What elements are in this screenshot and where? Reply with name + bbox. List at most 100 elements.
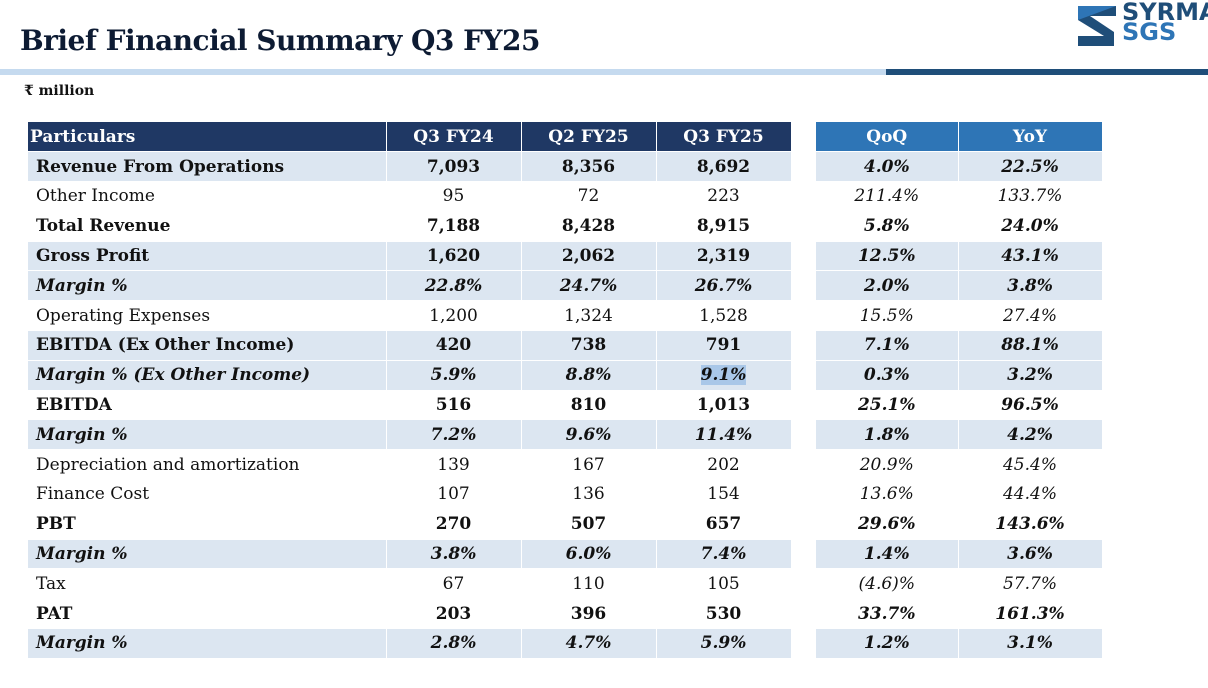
table-row: EBITDA (Ex Other Income) 420 738 791 — [28, 330, 792, 361]
yoy-cell: 22.5% — [958, 151, 1103, 183]
title-rule-light — [0, 69, 886, 75]
value-cell: 9.1% — [656, 360, 792, 391]
value-cell: 8,356 — [521, 151, 657, 183]
value-cell: 7.2% — [386, 419, 522, 451]
table-header-row: Particulars Q3 FY24 Q2 FY25 Q3 FY25 — [28, 122, 792, 153]
row-label: Margin % — [28, 628, 387, 659]
growth-row: (4.6)% 57.7% — [816, 568, 1103, 600]
value-cell: 396 — [521, 598, 657, 630]
growth-row: 7.1% 88.1% — [816, 330, 1103, 361]
value-cell: 7,093 — [386, 151, 522, 183]
value-cell: 105 — [656, 568, 792, 600]
value-cell: 223 — [656, 181, 792, 212]
row-label: Tax — [28, 568, 387, 600]
value-cell: 420 — [386, 330, 522, 361]
yoy-cell: 96.5% — [958, 390, 1103, 421]
growth-row: 12.5% 43.1% — [816, 241, 1103, 272]
table-row: Operating Expenses 1,200 1,324 1,528 — [28, 300, 792, 332]
yoy-cell: 3.1% — [958, 628, 1103, 659]
yoy-cell: 57.7% — [958, 568, 1103, 600]
value-cell: 2,062 — [521, 241, 657, 272]
growth-row: 20.9% 45.4% — [816, 449, 1103, 481]
yoy-cell: 27.4% — [958, 300, 1103, 332]
value-cell: 4.7% — [521, 628, 657, 659]
table-row: PBT 270 507 657 — [28, 509, 792, 540]
highlighted-value: 9.1% — [700, 365, 747, 386]
qoq-cell: 15.5% — [816, 300, 959, 332]
value-cell: 3.8% — [386, 539, 522, 570]
table-row: Tax 67 110 105 — [28, 568, 792, 600]
yoy-cell: 143.6% — [958, 509, 1103, 540]
value-cell: 1,013 — [656, 390, 792, 421]
value-cell: 9.6% — [521, 419, 657, 451]
value-cell: 8,915 — [656, 211, 792, 242]
value-cell: 791 — [656, 330, 792, 361]
table-row: PAT 203 396 530 — [28, 598, 792, 630]
row-label: Margin % — [28, 419, 387, 451]
value-cell: 110 — [521, 568, 657, 600]
value-cell: 8,428 — [521, 211, 657, 242]
unit-label: ₹ million — [24, 83, 95, 99]
yoy-cell: 43.1% — [958, 241, 1103, 272]
qoq-cell: 2.0% — [816, 270, 959, 302]
row-label: EBITDA (Ex Other Income) — [28, 330, 387, 361]
value-cell: 516 — [386, 390, 522, 421]
value-cell: 202 — [656, 449, 792, 481]
value-cell: 6.0% — [521, 539, 657, 570]
value-cell: 2,319 — [656, 241, 792, 272]
qoq-cell: 29.6% — [816, 509, 959, 540]
growth-row: 5.8% 24.0% — [816, 211, 1103, 242]
row-label: Depreciation and amortization — [28, 449, 387, 481]
company-logo: SYRMA SGS — [1074, 0, 1208, 48]
value-cell: 154 — [656, 479, 792, 510]
qoq-cell: (4.6)% — [816, 568, 959, 600]
table-row: Total Revenue 7,188 8,428 8,915 — [28, 211, 792, 242]
syrma-logo-icon — [1078, 6, 1116, 46]
qoq-cell: 211.4% — [816, 181, 959, 212]
value-cell: 8,692 — [656, 151, 792, 183]
growth-row: 1.2% 3.1% — [816, 628, 1103, 659]
value-cell: 107 — [386, 479, 522, 510]
title-rule-dark — [886, 69, 1208, 75]
growth-row: 1.4% 3.6% — [816, 539, 1103, 570]
table-row: Finance Cost 107 136 154 — [28, 479, 792, 510]
row-label: Finance Cost — [28, 479, 387, 510]
growth-row: 1.8% 4.2% — [816, 419, 1103, 451]
growth-row: 2.0% 3.8% — [816, 270, 1103, 302]
value-cell: 1,324 — [521, 300, 657, 332]
table-row: Other Income 95 72 223 — [28, 181, 792, 212]
qoq-cell: 20.9% — [816, 449, 959, 481]
qoq-cell: 13.6% — [816, 479, 959, 510]
growth-table: QoQ YoY 4.0% 22.5% 211.4% 133.7% 5.8% 24.0% 12… — [816, 122, 1103, 659]
value-cell: 270 — [386, 509, 522, 540]
row-label: Revenue From Operations — [28, 151, 387, 183]
value-cell: 657 — [656, 509, 792, 540]
row-label: Margin % — [28, 539, 387, 570]
value-cell: 167 — [521, 449, 657, 481]
yoy-cell: 4.2% — [958, 419, 1103, 451]
qoq-cell: 33.7% — [816, 598, 959, 630]
qoq-cell: 7.1% — [816, 330, 959, 361]
value-cell: 26.7% — [656, 270, 792, 302]
yoy-cell: 88.1% — [958, 330, 1103, 361]
page-title: Brief Financial Summary Q3 FY25 — [20, 24, 540, 57]
table-row: Margin % 2.8% 4.7% 5.9% — [28, 628, 792, 659]
value-cell: 7.4% — [656, 539, 792, 570]
col-header-q3fy25: Q3 FY25 — [656, 122, 792, 153]
value-cell: 11.4% — [656, 419, 792, 451]
growth-row: 4.0% 22.5% — [816, 151, 1103, 183]
value-cell: 203 — [386, 598, 522, 630]
row-label: Margin % — [28, 270, 387, 302]
row-label: Total Revenue — [28, 211, 387, 242]
value-cell: 5.9% — [386, 360, 522, 391]
row-label: PBT — [28, 509, 387, 540]
yoy-cell: 3.6% — [958, 539, 1103, 570]
yoy-cell: 3.8% — [958, 270, 1103, 302]
growth-row: 0.3% 3.2% — [816, 360, 1103, 391]
table-row: Margin % 7.2% 9.6% 11.4% — [28, 419, 792, 451]
value-cell: 8.8% — [521, 360, 657, 391]
table-row: Depreciation and amortization 139 167 202 — [28, 449, 792, 481]
table-row: Gross Profit 1,620 2,062 2,319 — [28, 241, 792, 272]
value-cell: 136 — [521, 479, 657, 510]
value-cell: 5.9% — [656, 628, 792, 659]
